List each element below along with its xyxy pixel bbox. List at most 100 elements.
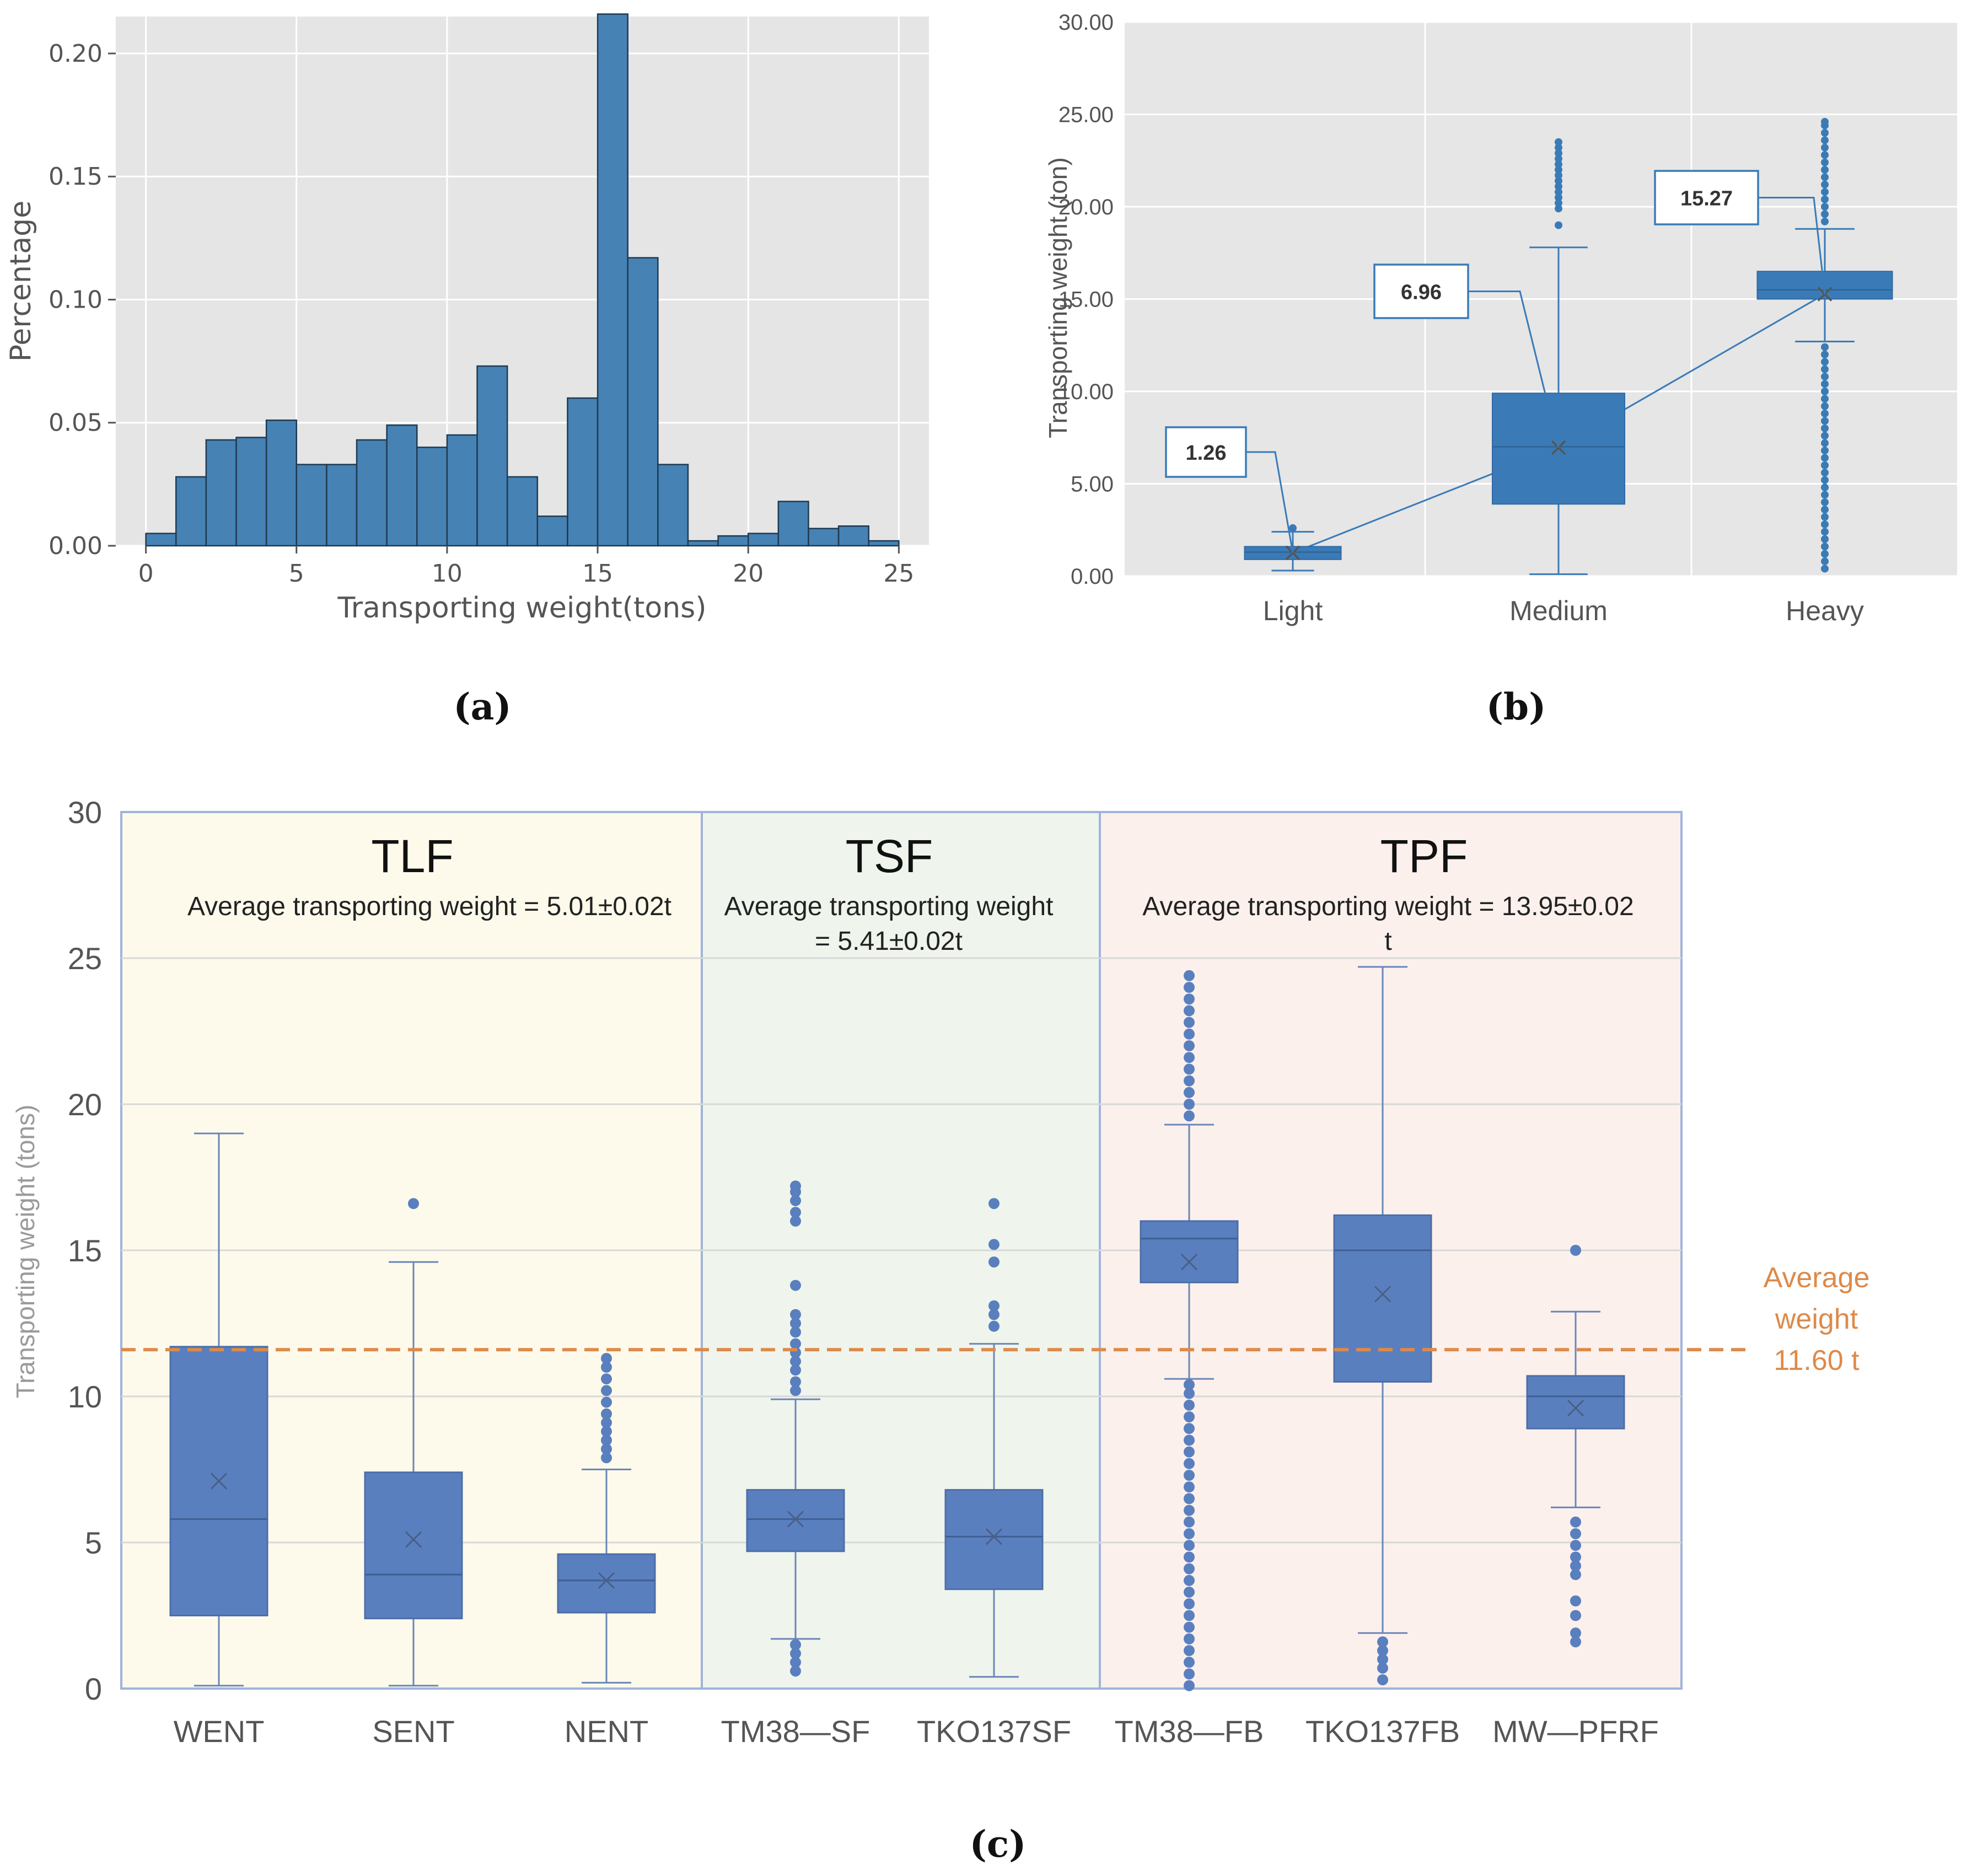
panel-a-histogram-bar — [717, 535, 749, 547]
panel-c-y-tick-label: 30 — [68, 795, 102, 830]
panel-a-y-ticks: 0.00 0.05 0.10 0.15 0.20 — [49, 40, 116, 560]
panel-b-outlier-point — [1821, 461, 1829, 469]
panel-c-outlier-point — [601, 1396, 612, 1408]
panel-c-outlier-point — [1184, 1379, 1195, 1390]
panel-b-y-tick-label: 10.00 — [1058, 380, 1114, 404]
panel-c-outlier-point — [790, 1364, 801, 1376]
panel-c-outlier-point — [1570, 1540, 1581, 1551]
panel-a-x-ticks: 0 5 10 15 20 25 — [138, 546, 914, 588]
panel-c-outlier-point — [601, 1353, 612, 1364]
panel-c-outlier-point — [1377, 1636, 1388, 1648]
panel-b-outlier-point — [1821, 151, 1829, 159]
panel-c-outlier-point — [790, 1639, 801, 1651]
panel-c-outlier-point — [1570, 1595, 1581, 1606]
panel-c-outlier-point — [790, 1338, 801, 1350]
panel-c-mean-marker — [1567, 1400, 1584, 1417]
panel-c-outlier-point — [601, 1426, 612, 1437]
panel-c-group-title: TSF — [846, 830, 933, 882]
panel-a-histogram-bar — [687, 540, 719, 547]
panel-b-outlier-point — [1821, 158, 1829, 166]
panel-c-outlier-point — [1184, 1388, 1195, 1399]
panel-c-average-weight-label: 11.60 t — [1774, 1345, 1860, 1377]
panel-a-histogram-bar — [145, 533, 177, 547]
panel-a-histogram-bar — [175, 476, 207, 547]
panel-c-outlier-point — [1570, 1551, 1581, 1563]
panel-a-y-axis-label: Percentage — [4, 201, 37, 362]
panel-c-outlier-point — [790, 1195, 801, 1206]
panel-c-outlier-point — [1184, 1434, 1195, 1446]
panel-a-histogram-bar — [265, 420, 298, 547]
panel-a-histogram-bar — [808, 528, 840, 547]
panel-c-outlier-point — [1377, 1654, 1388, 1665]
panel-b-outlier-point — [1555, 182, 1562, 191]
panel-c-outlier-point — [790, 1665, 801, 1677]
panel-a-histogram-bar — [205, 439, 237, 547]
panel-c-outlier-point — [1184, 1504, 1195, 1516]
panel-c-outlier-point — [1184, 1017, 1195, 1028]
panel-b-outlier-point — [1821, 535, 1829, 543]
panel-c-outlier-point — [988, 1300, 1000, 1311]
panel-b-y-tick-label: 15.00 — [1058, 288, 1114, 312]
panel-c-outlier-point — [1184, 1470, 1195, 1481]
panel-b-outlier-point — [1555, 221, 1562, 229]
panel-c-outlier-point — [1184, 1005, 1195, 1017]
panel-c-outlier-point — [1184, 1516, 1195, 1528]
panel-b-outlier-point — [1821, 173, 1829, 181]
panel-c-outlier-point — [1184, 1087, 1195, 1098]
panel-c-outlier-point — [988, 1198, 1000, 1210]
panel-b-outlier-point — [1555, 154, 1562, 163]
panel-c-y-tick-label: 5 — [85, 1525, 102, 1560]
panel-c-outlier-point — [1184, 1493, 1195, 1504]
panel-c-outlier-point — [1184, 1551, 1195, 1563]
panel-c-outlier-point — [1184, 1680, 1195, 1691]
panel-b-outlier-point — [1821, 520, 1829, 529]
panel-c-outlier-point — [1377, 1674, 1388, 1686]
panel-b-callout-leader — [1758, 197, 1826, 294]
panel-b-outlier-point — [1555, 166, 1562, 174]
panel-b-outlier-point — [1821, 469, 1829, 477]
panel-c-y-ticks: 0 5 10 15 20 25 30 — [68, 795, 102, 1706]
panel-c-outlier-point — [1184, 1598, 1195, 1610]
panel-b-outlier-point — [1289, 524, 1297, 532]
panel-c-outlier-point — [601, 1373, 612, 1385]
panel-b-outlier-point — [1821, 491, 1829, 499]
panel-b-callout-box — [1165, 426, 1247, 478]
panel-a-histogram-bar — [295, 464, 327, 547]
panel-c-outlier-point — [1184, 982, 1195, 993]
panel-c-x-tick-label: MW—PFRF — [1492, 1714, 1659, 1749]
panel-c-outlier-point — [790, 1216, 801, 1227]
panel-c-group-subtitle: Average transporting weight = 5.01±0.02t — [187, 892, 671, 921]
panel-c-group-title: TLF — [371, 830, 453, 882]
panel-b-outlier-point — [1821, 365, 1829, 373]
panel-c-outlier-point — [1570, 1627, 1581, 1639]
panel-b-outlier-point — [1821, 424, 1829, 432]
panel-b-outlier-point — [1821, 343, 1829, 351]
panel-a-bars — [145, 13, 900, 547]
panel-b-outlier-point — [1821, 351, 1829, 358]
panel-c-outlier-point — [1184, 1028, 1195, 1040]
panel-c-outlier-point — [1377, 1645, 1388, 1657]
panel-c-outlier-point — [1570, 1610, 1581, 1621]
panel-b-outlier-point — [1821, 166, 1829, 174]
panel-c-outlier-point — [1184, 1621, 1195, 1633]
panel-a-y-tick-label: 0.15 — [49, 163, 103, 191]
panel-b-callout-label: 6.96 — [1401, 281, 1442, 304]
panel-b-outlier-point — [1821, 542, 1829, 551]
panel-b-label: (b) — [1486, 685, 1546, 728]
panel-c-outlier-point — [1570, 1569, 1581, 1581]
panel-b-x-tick-label: Heavy — [1786, 595, 1864, 626]
panel-a-histogram-bar — [356, 439, 388, 547]
panel-b-outlier-point — [1821, 476, 1829, 484]
panel-c-outlier-point — [1184, 1657, 1195, 1668]
panel-b-callout-label: 15.27 — [1680, 187, 1733, 211]
panel-a-histogram-bar — [657, 464, 689, 547]
panel-b-y-tick-label: 20.00 — [1058, 195, 1114, 219]
panel-b-outlier-point — [1821, 506, 1829, 514]
panel-b-y-tick-label: 25.00 — [1058, 103, 1114, 127]
panel-c-y-tick-label: 10 — [68, 1379, 102, 1414]
panel-b-outlier-point — [1555, 143, 1562, 152]
panel-c-outlier-point — [790, 1376, 801, 1388]
panel-c-outlier-point — [601, 1452, 612, 1464]
panel-c-outlier-point — [1184, 1633, 1195, 1644]
